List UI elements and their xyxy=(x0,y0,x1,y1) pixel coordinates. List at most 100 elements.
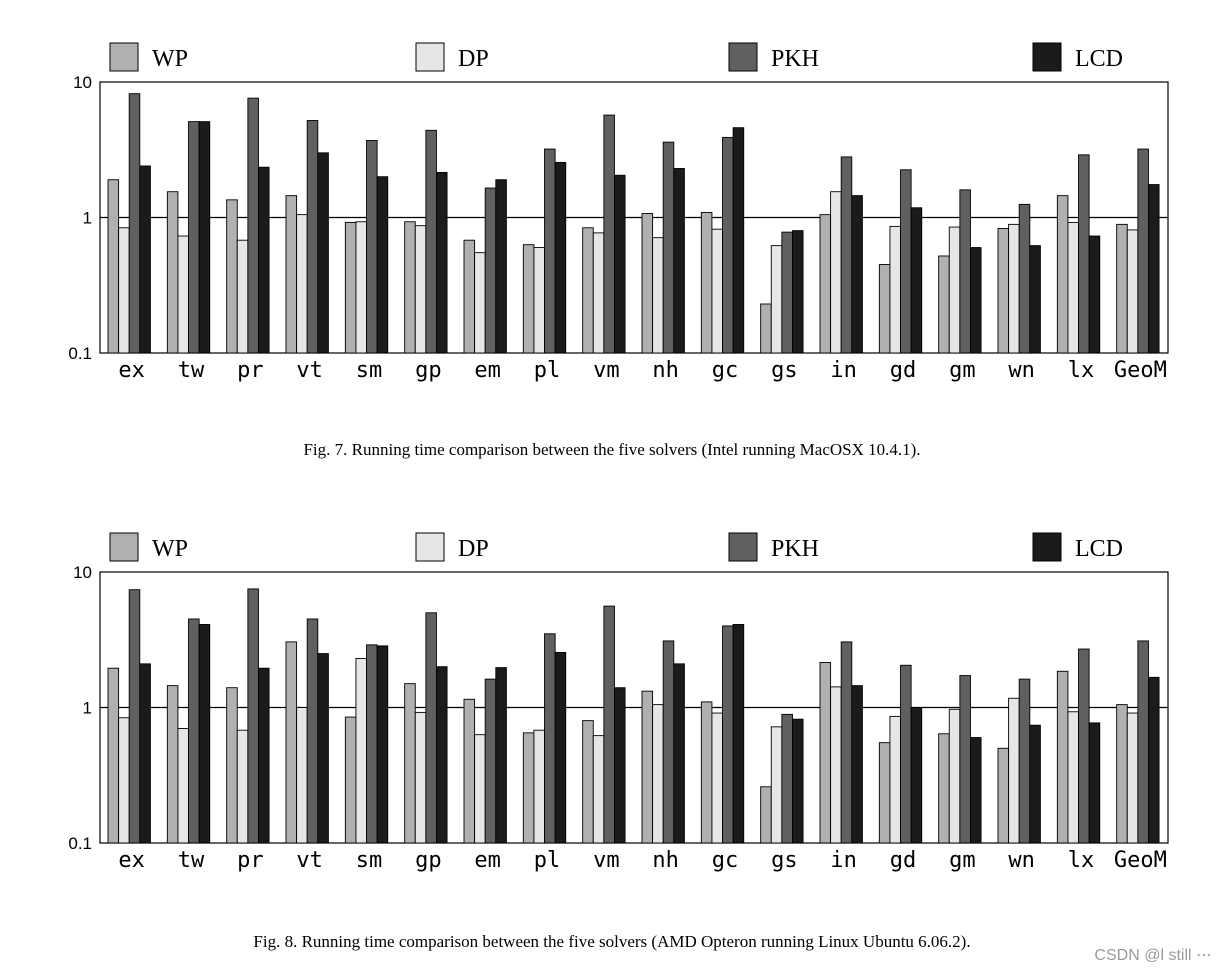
bar-pkh-em xyxy=(484,678,497,844)
bar-wp-gp xyxy=(404,683,416,844)
legend-label-lcd: LCD xyxy=(1075,46,1123,72)
bar-pkh-ex xyxy=(128,589,141,844)
bar-lcd-gs xyxy=(792,718,804,844)
bar-lcd-gc xyxy=(732,624,745,844)
bar-lcd-tw xyxy=(198,121,211,354)
y-tick-label: 0.1 xyxy=(68,834,92,853)
bar-dp-gm xyxy=(948,226,961,354)
bar-lcd-vt xyxy=(317,152,329,354)
bar-wp-geom xyxy=(1116,223,1128,354)
bar-lcd-em xyxy=(495,667,507,844)
x-tick-label-lx: lx xyxy=(1068,358,1095,383)
bar-lcd-vm xyxy=(614,174,626,354)
bar-dp-gc xyxy=(711,712,723,844)
bar-lcd-wn xyxy=(1029,724,1041,844)
x-tick-label-gp: gp xyxy=(415,848,442,873)
bar-pkh-pr xyxy=(247,588,259,844)
bar-wp-in xyxy=(819,662,832,844)
bar-lcd-nh xyxy=(673,168,685,354)
bar-pkh-geom xyxy=(1137,640,1149,844)
bar-dp-gd xyxy=(889,225,901,354)
x-tick-label-lx: lx xyxy=(1068,848,1095,873)
x-tick-label-gc: gc xyxy=(712,358,739,383)
figure-7-caption: Fig. 7. Running time comparison between … xyxy=(303,440,921,459)
bar-lcd-lx xyxy=(1088,235,1101,354)
bar-dp-vt xyxy=(296,214,308,354)
bar-pkh-vt xyxy=(306,618,319,844)
bar-wp-tw xyxy=(166,685,179,844)
figure-8-caption: Fig. 8. Running time comparison between … xyxy=(253,932,971,951)
bar-lcd-pl xyxy=(554,651,567,844)
bar-lcd-nh xyxy=(673,663,685,844)
x-tick-label-sm: sm xyxy=(356,848,383,873)
bar-dp-em xyxy=(474,734,486,844)
bar-wp-pr xyxy=(226,199,238,354)
bar-dp-geom xyxy=(1126,229,1139,354)
x-tick-label-gd: gd xyxy=(890,358,917,383)
bar-wp-nh xyxy=(641,213,654,354)
bar-dp-in xyxy=(830,191,842,354)
x-tick-label-sm: sm xyxy=(356,358,383,383)
bar-lcd-sm xyxy=(376,176,389,354)
bar-pkh-vt xyxy=(306,120,319,354)
figure-8-chart: WP DP PKH LCD 10 1 0.1 ex tw pr vt sm gp em pl vm nh gc gs… xyxy=(0,518,1224,928)
y-tick-label: 10 xyxy=(73,563,92,582)
bar-dp-vt xyxy=(296,707,308,844)
bar-pkh-sm xyxy=(366,644,378,844)
bar-lcd-gs xyxy=(792,230,804,354)
x-tick-label-pr: pr xyxy=(237,358,264,383)
legend-label-dp: DP xyxy=(458,536,489,562)
x-tick-label-wn: wn xyxy=(1008,358,1035,383)
bar-wp-pl xyxy=(522,732,535,844)
bar-dp-wn xyxy=(1008,223,1020,354)
bar-lcd-vt xyxy=(317,653,329,844)
bar-lcd-in xyxy=(851,685,863,844)
bar-wp-ex xyxy=(107,179,120,354)
bar-dp-ex xyxy=(118,227,130,354)
legend-label-wp: WP xyxy=(152,536,188,562)
bar-pkh-vm xyxy=(603,605,615,844)
x-tick-label-vm: vm xyxy=(593,358,620,383)
y-tick-label: 10 xyxy=(73,73,92,92)
bar-dp-in xyxy=(830,686,842,844)
bar-pkh-nh xyxy=(662,640,675,844)
x-tick-label-pl: pl xyxy=(534,848,561,873)
bar-dp-lx xyxy=(1067,711,1079,844)
bar-wp-gd xyxy=(878,742,891,844)
bar-lcd-gm xyxy=(970,247,982,354)
x-tick-label-gm: gm xyxy=(949,848,976,873)
x-tick-label-vt: vt xyxy=(296,358,323,383)
bar-dp-gm xyxy=(948,708,961,844)
bar-wp-lx xyxy=(1056,670,1069,844)
bar-dp-pr xyxy=(236,239,249,354)
x-tick-label-gm: gm xyxy=(949,358,976,383)
bar-wp-geom xyxy=(1116,704,1128,844)
bar-wp-sm xyxy=(344,716,357,844)
bar-wp-gc xyxy=(700,211,713,354)
bar-pkh-in xyxy=(840,156,853,354)
bar-wp-gc xyxy=(700,701,713,844)
bar-pkh-em xyxy=(484,187,497,354)
bar-wp-wn xyxy=(997,747,1010,844)
bar-wp-gm xyxy=(938,255,950,354)
bar-dp-pl xyxy=(533,729,545,844)
legend-swatch-pkh xyxy=(728,42,758,72)
bar-dp-nh xyxy=(652,704,664,844)
bar-lcd-lx xyxy=(1088,722,1101,844)
bar-dp-nh xyxy=(652,237,664,354)
bar-dp-gp xyxy=(414,225,427,354)
bar-wp-gs xyxy=(760,786,772,844)
bar-lcd-gd xyxy=(910,207,923,354)
bar-lcd-pr xyxy=(258,166,270,354)
bar-lcd-gc xyxy=(732,127,745,354)
bar-pkh-gd xyxy=(900,169,912,354)
x-tick-label-wn: wn xyxy=(1008,848,1035,873)
bar-pkh-lx xyxy=(1078,648,1090,844)
bar-dp-wn xyxy=(1008,697,1020,844)
bar-lcd-geom xyxy=(1148,676,1160,844)
x-tick-label-geom: GeoM xyxy=(1114,358,1167,383)
bar-lcd-gm xyxy=(970,737,982,844)
legend-label-pkh: PKH xyxy=(771,536,819,562)
x-tick-label-pl: pl xyxy=(534,358,561,383)
bar-lcd-gp xyxy=(436,666,448,844)
